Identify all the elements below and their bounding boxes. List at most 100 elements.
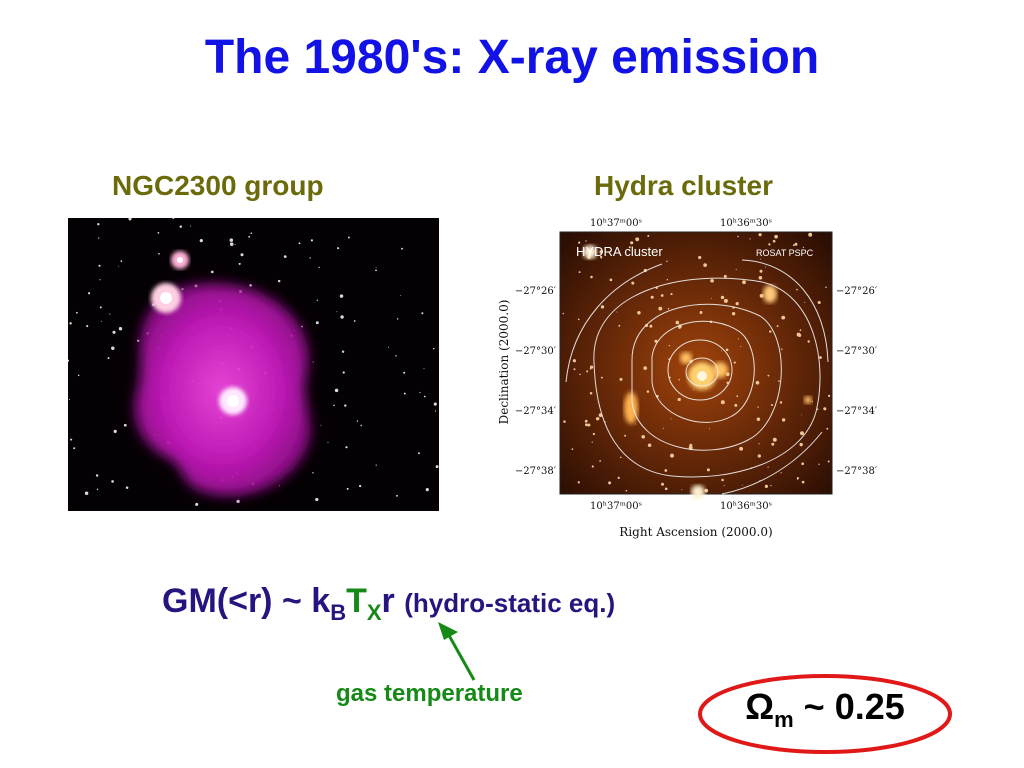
background-star [433,402,437,406]
background-star [356,420,359,422]
background-star [435,465,439,469]
hydra-field-star [723,484,725,487]
hydra-field-star [796,288,798,291]
background-star [315,321,319,325]
hydra-field-star [647,234,650,237]
background-star [418,452,420,455]
x-axis-label: Right Ascension (2000.0) [619,525,772,539]
hydra-field-star [772,437,777,442]
background-star [341,350,345,353]
gas-temperature-arrow [438,622,476,681]
hydra-field-star [579,373,581,376]
hydra-field-star [591,441,593,443]
background-star [120,260,123,262]
hydra-field-star [767,466,769,468]
hydra-field-star [749,238,751,240]
hydra-field-star [731,312,736,316]
hydra-field-star [760,258,762,260]
hydra-field-star [592,432,596,436]
background-star [339,294,344,298]
formula-lhs: GM(<r) [162,582,273,620]
background-star [320,424,322,426]
background-star [229,242,234,246]
hydra-field-star [720,400,725,405]
hydra-field-star [801,480,805,484]
background-star [68,359,70,362]
hydra-field-star [662,427,664,429]
background-star [111,346,115,350]
hydra-field-star [826,427,829,430]
background-star [375,269,377,272]
background-star [190,225,192,227]
hydra-field-star [756,417,761,422]
hydra-field-star [709,428,710,430]
hydra-field-star [703,263,707,267]
hydra-field-star [796,477,799,480]
formula-r: r [381,582,395,620]
ra-tick-bottom-2: 10ʰ36ᵐ30ˢ [720,501,772,512]
hydra-field-star [578,271,581,274]
slide-title: The 1980's: X-ray emission [204,31,820,84]
hydra-field-star [711,297,712,299]
background-star [400,295,401,296]
background-star [70,438,73,441]
hydra-field-star [757,406,759,408]
hydra-field-star [619,377,623,381]
rosat-label: ROSAT PSPC [756,248,814,258]
hydra-field-star [779,401,783,404]
background-star [97,223,100,226]
hydra-field-star [768,243,771,246]
hydra-field-star [742,280,746,285]
background-star [434,410,437,412]
background-star [77,374,80,377]
hydra-field-star [678,378,680,381]
hydra-field-star [600,305,605,309]
background-star [199,238,203,243]
hydra-field-star [737,235,739,238]
dec-tick-left-2: −27°30′ [515,346,557,357]
hydra-field-star [670,293,673,296]
xray-halo [134,283,311,496]
hydra-field-star [628,246,631,249]
hydra-field-star [725,348,729,352]
hydra-field-star [649,324,653,328]
background-star [248,235,251,238]
hydra-field-star [584,423,588,427]
background-star [309,257,311,259]
hydra-field-star [723,298,728,303]
hydra-field-star [599,460,601,462]
background-star [157,232,160,234]
hydra-field-star [664,487,668,491]
background-star [76,311,78,314]
ngc2300-caption: NGC2300 group [112,170,324,201]
background-star [283,255,287,258]
background-star [318,266,320,269]
dec-tick-right-1: −27°26′ [836,286,878,297]
hydra-field-star [631,281,635,285]
hydra-field-star [688,445,693,450]
hydra-field-star [796,332,801,337]
hydra-field-star [670,418,672,420]
hydra-field-star [740,345,742,348]
ra-tick-top-2: 10ʰ36ᵐ30ˢ [720,218,772,229]
background-star [250,232,253,234]
hydra-field-star [573,368,576,371]
background-star [234,243,236,245]
hydra-field-star [720,295,725,300]
hydra-field-star [811,401,813,403]
hydra-field-star [771,442,775,446]
hydra-field-star [801,414,802,416]
background-star [423,395,426,398]
background-star [123,423,127,427]
hydra-field-star [666,260,668,263]
hydra-field-star [770,484,772,487]
hydra-field-star [739,446,744,451]
hydra-field-star [650,295,654,299]
background-star [195,502,199,506]
hydra-field-star [664,469,668,472]
background-star [98,264,101,267]
hydra-field-star [577,318,580,321]
background-star [337,247,340,250]
hydra-field-star [625,489,628,492]
background-star [137,339,140,342]
